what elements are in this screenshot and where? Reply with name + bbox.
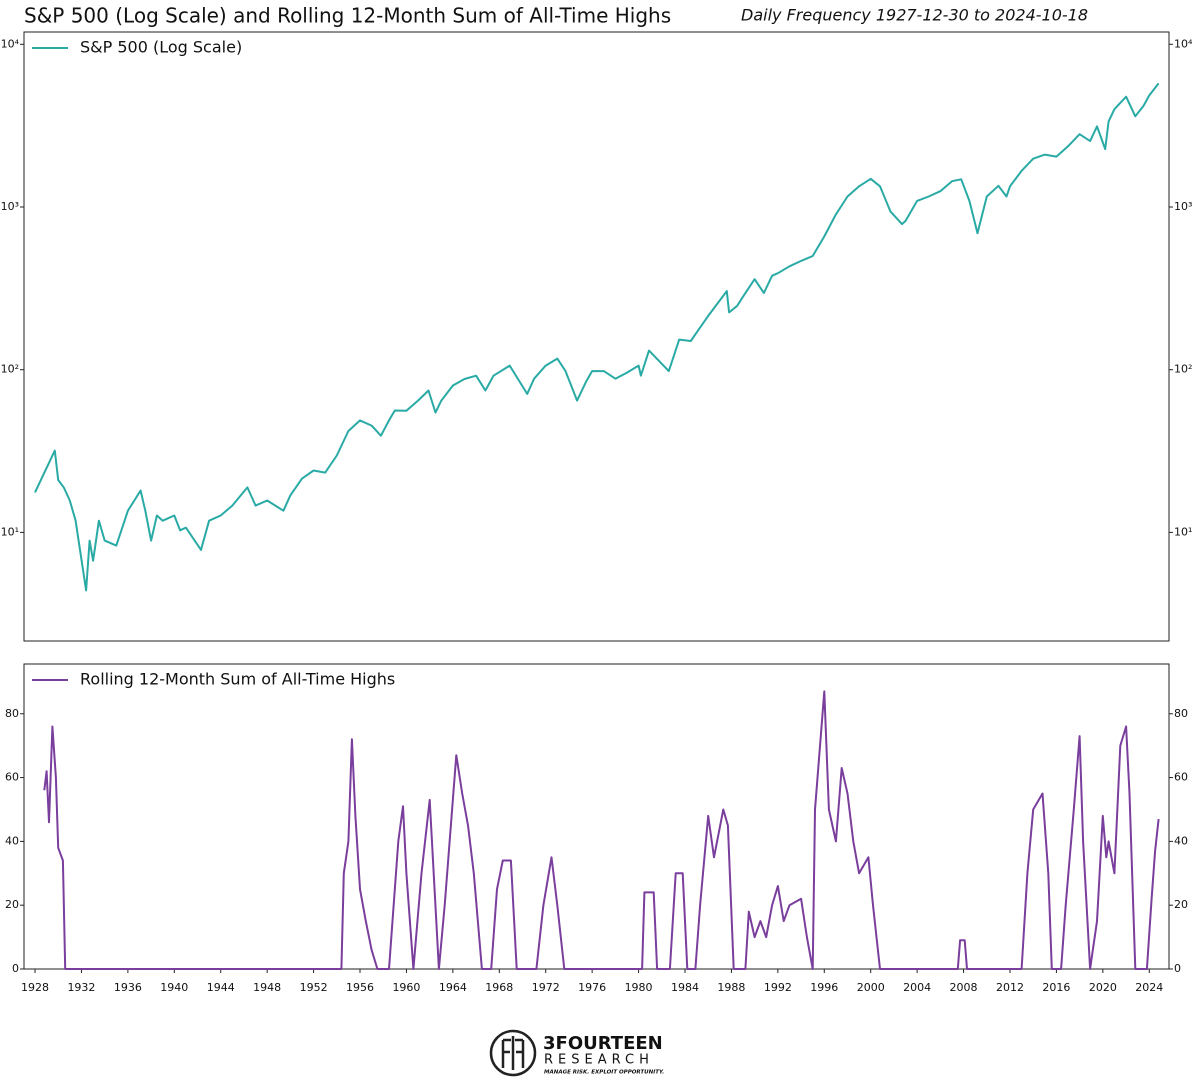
y-tick-label: 40 (5, 834, 19, 847)
y-tick-label: 10⁴ (1, 37, 20, 50)
x-tick-label: 1952 (300, 981, 328, 994)
x-tick-label: 1964 (439, 981, 467, 994)
y-tick-label-right: 20 (1174, 898, 1188, 911)
legend-label: S&P 500 (Log Scale) (80, 38, 242, 57)
x-tick-label: 1988 (717, 981, 745, 994)
x-tick-label: 2004 (903, 981, 931, 994)
plot-frame (23, 663, 1170, 970)
x-tick-label: 2012 (996, 981, 1024, 994)
logo: 3FOURTEEN RESEARCH MANAGE RISK. EXPLOIT … (489, 1029, 664, 1077)
y-tick-label-right: 10³ (1174, 200, 1192, 213)
y-tick-label: 10¹ (1, 525, 19, 538)
logo-name: 3FOURTEEN (543, 1033, 663, 1054)
x-tick-label: 2024 (1135, 981, 1163, 994)
x-tick-label: 2008 (950, 981, 978, 994)
x-tick-label: 1976 (578, 981, 606, 994)
logo-tagline: MANAGE RISK. EXPLOIT OPPORTUNITY. (544, 1070, 664, 1076)
x-tick-label: 2020 (1089, 981, 1117, 994)
x-tick-label: 2000 (857, 981, 885, 994)
y-tick-label-right: 10⁴ (1174, 37, 1193, 50)
x-tick-label: 1944 (207, 981, 235, 994)
x-tick-label: 1956 (346, 981, 374, 994)
x-tick-label: 1940 (160, 981, 188, 994)
x-tick-label: 1960 (392, 981, 420, 994)
x-tick-label: 1968 (485, 981, 513, 994)
y-tick-label: 10² (1, 363, 19, 376)
x-tick-label: 1972 (532, 981, 560, 994)
series-line (43, 690, 1160, 970)
y-tick-label: 80 (5, 707, 19, 720)
x-tick-label: 1992 (764, 981, 792, 994)
y-tick-label: 0 (12, 962, 19, 975)
y-tick-label-right: 40 (1174, 834, 1188, 847)
logo-ring (489, 1029, 537, 1077)
legend-label: Rolling 12-Month Sum of All-Time Highs (80, 670, 395, 689)
x-tick-label: 1980 (625, 981, 653, 994)
x-tick-label: 1996 (810, 981, 838, 994)
logo-sub: RESEARCH (544, 1053, 654, 1068)
chart-subtitle: Daily Frequency 1927-12-30 to 2024-10-18 (741, 6, 1088, 25)
y-tick-label-right: 10¹ (1174, 525, 1192, 538)
y-tick-label: 10³ (1, 200, 19, 213)
x-tick-label: 1984 (671, 981, 699, 994)
x-tick-label: 2016 (1042, 981, 1070, 994)
y-tick-label-right: 60 (1174, 771, 1188, 784)
y-tick-label: 60 (5, 771, 19, 784)
x-tick-label: 1936 (114, 981, 142, 994)
plot-frame (23, 31, 1170, 642)
x-tick-label: 1948 (253, 981, 281, 994)
y-tick-label-right: 80 (1174, 707, 1188, 720)
y-tick-label-right: 0 (1174, 962, 1181, 975)
x-tick-label: 1928 (21, 981, 49, 994)
x-tick-label: 1932 (67, 981, 95, 994)
logo-glyph (501, 1036, 525, 1070)
chart-title: S&P 500 (Log Scale) and Rolling 12-Month… (24, 4, 671, 28)
y-tick-label: 20 (5, 898, 19, 911)
y-tick-label-right: 10² (1174, 363, 1192, 376)
series-line (34, 82, 1160, 592)
